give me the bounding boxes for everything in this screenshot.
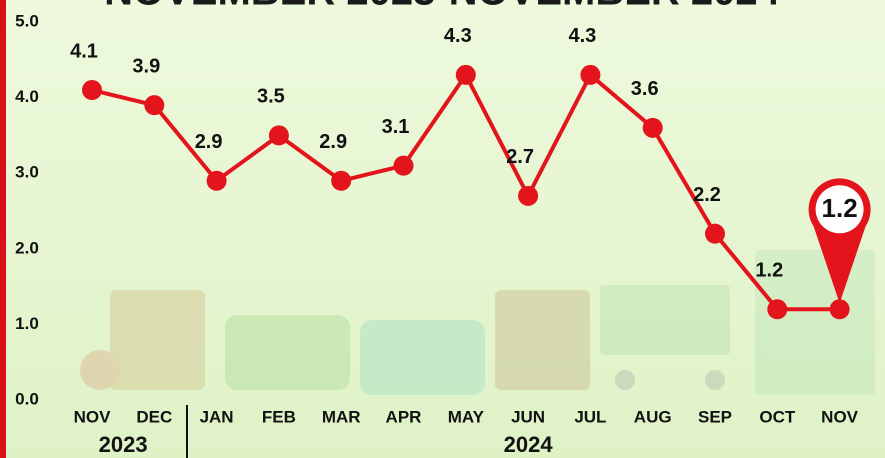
y-tick-label: 0.0 [15,389,39,408]
x-tick-label: MAY [448,407,485,426]
x-tick-label: OCT [759,407,796,426]
y-tick-label: 3.0 [15,163,39,182]
data-label: 2.7 [506,146,534,168]
y-tick-label: 4.0 [15,87,39,106]
data-label: 4.3 [444,25,472,47]
data-label: 2.9 [195,131,223,153]
x-tick-label: JAN [200,407,234,426]
data-label: 4.3 [568,25,596,47]
point [331,171,351,191]
x-tick-label: DEC [136,407,172,426]
data-label: 4.1 [70,40,98,62]
y-tick-label: 1.0 [15,314,39,333]
data-label: 1.2 [755,260,783,282]
data-label: 3.5 [257,86,285,108]
x-tick-label: MAR [322,407,361,426]
data-label: 3.9 [132,55,160,77]
point [269,125,289,145]
point [394,156,414,176]
data-label: 1.2 [822,193,858,223]
point [580,65,600,85]
y-tick-label: 2.0 [15,238,39,257]
x-tick-label: NOV [74,407,112,426]
point [767,299,787,319]
x-tick-label: NOV [821,407,859,426]
chart: NOVEMBER 2023-NOVEMBER 2024 0.0 1.0 2.0 3.0… [0,0,885,458]
x-tick-label: AUG [634,407,672,426]
point [643,118,663,138]
y-tick-label: 5.0 [15,11,39,30]
left-stripe [0,0,6,458]
x-tick-label: JUN [511,407,545,426]
data-label: 2.2 [693,184,721,206]
point [144,95,164,115]
chart-title: NOVEMBER 2023-NOVEMBER 2024 [104,0,781,14]
x-tick-label: APR [386,407,422,426]
point [456,65,476,85]
year-label: 2023 [99,432,148,457]
point [518,186,538,206]
year-label: 2024 [504,432,554,457]
point [705,224,725,244]
point [82,80,102,100]
point [207,171,227,191]
data-label: 3.1 [382,116,410,138]
x-tick-label: JUL [574,407,606,426]
data-label: 2.9 [319,131,347,153]
data-label: 3.6 [631,78,659,100]
x-tick-label: SEP [698,407,732,426]
x-tick-label: FEB [262,407,296,426]
